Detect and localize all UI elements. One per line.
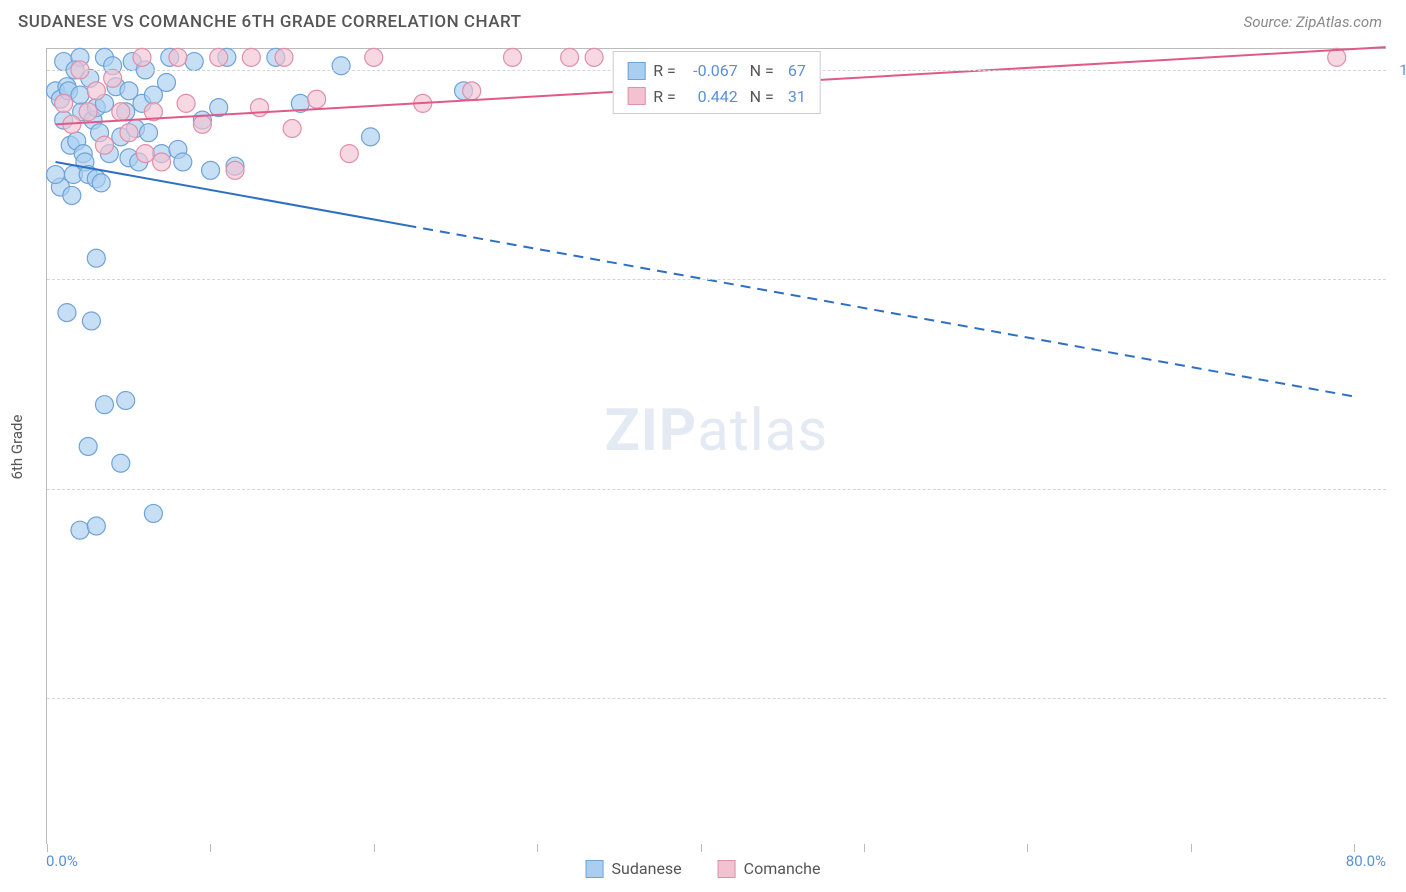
data-point [55, 94, 73, 112]
x-tick [210, 844, 211, 852]
legend-row: R = -0.067 N = 67 [627, 58, 806, 84]
x-axis-min-label: 0.0% [46, 852, 78, 870]
data-point [185, 53, 203, 71]
legend-item: Comanche [718, 859, 821, 878]
chart-title: SUDANESE VS COMANCHE 6TH GRADE CORRELATI… [18, 12, 521, 32]
data-point [112, 454, 130, 472]
plot-area: 85.0%90.0%95.0%100.0% [47, 49, 1386, 844]
legend-swatch [627, 62, 645, 80]
data-point [169, 48, 187, 66]
data-point [275, 48, 293, 66]
data-point [71, 86, 89, 104]
data-point [87, 82, 105, 100]
x-tick [864, 844, 865, 852]
data-point [140, 124, 158, 142]
data-point [340, 145, 358, 163]
grid-line [47, 279, 1386, 280]
legend-label: Comanche [744, 859, 821, 878]
data-point [463, 82, 481, 100]
y-tick-label: 100.0% [1399, 61, 1406, 79]
trend-line-dashed [406, 225, 1353, 396]
data-point [117, 391, 135, 409]
data-point [104, 69, 122, 87]
x-tick [701, 844, 702, 852]
data-point [226, 161, 244, 179]
chart-source: Source: ZipAtlas.com [1244, 13, 1382, 31]
legend-item: Sudanese [586, 859, 682, 878]
chart-header: SUDANESE VS COMANCHE 6TH GRADE CORRELATI… [0, 0, 1406, 40]
chart-area: 6th Grade ZIPatlas 85.0%90.0%95.0%100.0%… [46, 48, 1386, 844]
data-point [177, 94, 195, 112]
legend-swatch [718, 860, 736, 878]
y-axis-title: 6th Grade [8, 414, 26, 479]
x-tick [374, 844, 375, 852]
data-point [585, 48, 603, 66]
data-point [120, 124, 138, 142]
data-point [153, 153, 171, 171]
data-point [283, 120, 301, 138]
data-point [136, 145, 154, 163]
x-tick [1191, 844, 1192, 852]
legend-stats: R = -0.067 N = 67 [653, 58, 806, 84]
data-point [157, 73, 175, 91]
data-point [144, 504, 162, 522]
x-tick [47, 844, 48, 852]
chart-svg [47, 49, 1386, 844]
x-tick [537, 844, 538, 852]
data-point [95, 396, 113, 414]
data-point [365, 48, 383, 66]
data-point [63, 186, 81, 204]
grid-line [47, 489, 1386, 490]
correlation-legend: R = -0.067 N = 67R = 0.442 N = 31 [612, 51, 821, 114]
data-point [193, 115, 211, 133]
grid-line [47, 698, 1386, 699]
legend-label: Sudanese [612, 859, 682, 878]
data-point [87, 517, 105, 535]
data-point [362, 128, 380, 146]
x-tick [1027, 844, 1028, 852]
data-point [95, 136, 113, 154]
data-point [202, 161, 220, 179]
data-point [561, 48, 579, 66]
data-point [92, 174, 110, 192]
data-point [332, 57, 350, 75]
data-point [79, 438, 97, 456]
data-point [71, 521, 89, 539]
data-point [503, 48, 521, 66]
data-point [210, 48, 228, 66]
data-point [82, 312, 100, 330]
x-axis-max-label: 80.0% [1346, 852, 1386, 870]
x-tick [1354, 844, 1355, 852]
legend-swatch [627, 87, 645, 105]
data-point [112, 103, 130, 121]
legend-stats: R = 0.442 N = 31 [653, 84, 806, 110]
data-point [174, 153, 192, 171]
data-point [308, 90, 326, 108]
legend-row: R = 0.442 N = 31 [627, 84, 806, 110]
data-point [58, 304, 76, 322]
data-point [242, 48, 260, 66]
data-point [251, 99, 269, 117]
series-legend: Sudanese Comanche [586, 859, 821, 878]
data-point [133, 48, 151, 66]
data-point [87, 249, 105, 267]
data-point [79, 103, 97, 121]
data-point [47, 166, 65, 184]
legend-swatch [586, 860, 604, 878]
